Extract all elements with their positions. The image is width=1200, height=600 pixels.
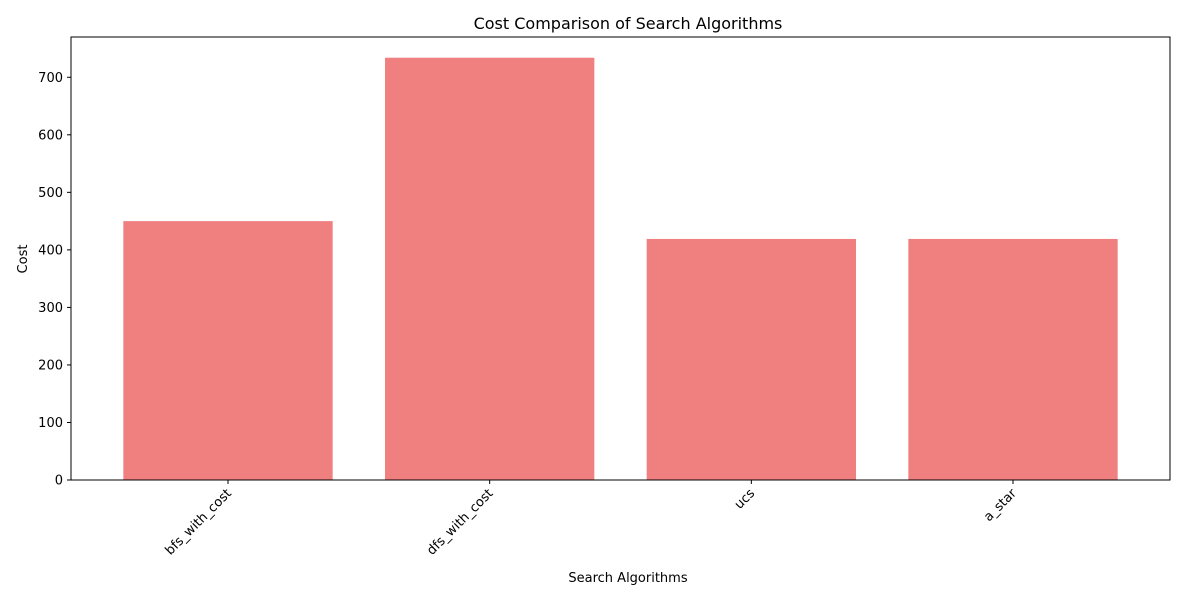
bars-group [123, 57, 1118, 481]
bar-dfs-with-cost [385, 57, 595, 480]
y-tick-label: 700 [38, 71, 63, 86]
y-tick-label: 500 [38, 186, 63, 201]
plot-frame [70, 36, 1171, 481]
bar-bfs-with-cost [123, 221, 333, 481]
y-tick-label: 100 [38, 416, 63, 431]
x-axis: bfs_with_cost dfs_with_cost ucs a_star [163, 480, 1020, 558]
x-tick-label: a_star [981, 486, 1020, 525]
y-tick-label: 300 [38, 301, 63, 316]
y-axis-title: Cost [16, 245, 31, 274]
bar-a-star [908, 238, 1118, 480]
x-tick-label: dfs_with_cost [424, 486, 496, 558]
y-tick-label: 600 [38, 128, 63, 143]
chart-title: Cost Comparison of Search Algorithms [474, 14, 783, 33]
x-tick-label: bfs_with_cost [163, 486, 235, 558]
y-tick-label: 400 [38, 243, 63, 258]
y-axis: 0 100 200 300 400 500 600 700 [38, 71, 71, 489]
y-tick-label: 0 [55, 474, 63, 489]
y-tick-label: 200 [38, 358, 63, 373]
x-axis-title: Search Algorithms [568, 571, 687, 586]
x-tick-label: ucs [732, 486, 758, 512]
bar-ucs [646, 238, 856, 480]
